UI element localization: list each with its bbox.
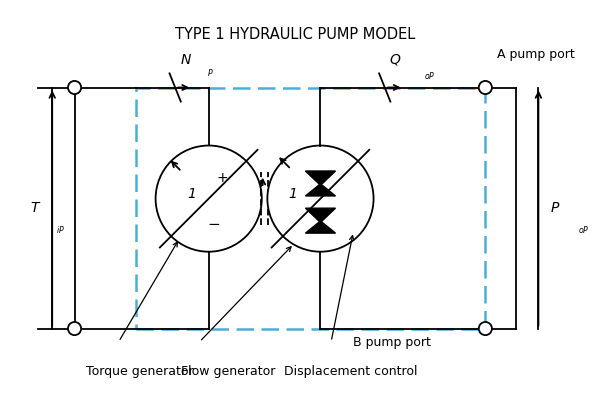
- Text: $_{P}$: $_{P}$: [207, 68, 214, 80]
- Circle shape: [267, 146, 374, 252]
- Text: B pump port: B pump port: [353, 336, 431, 349]
- Text: $N$: $N$: [180, 53, 192, 67]
- Circle shape: [68, 322, 81, 335]
- Text: $Q$: $Q$: [390, 52, 402, 67]
- Text: Displacement control: Displacement control: [284, 365, 418, 377]
- Text: $T$: $T$: [30, 201, 41, 215]
- Text: TYPE 1 HYDRAULIC PUMP MODEL: TYPE 1 HYDRAULIC PUMP MODEL: [175, 27, 415, 42]
- Text: +: +: [217, 171, 228, 185]
- Text: $_{oP}$: $_{oP}$: [578, 225, 590, 237]
- Polygon shape: [305, 184, 336, 196]
- Text: $_{iP}$: $_{iP}$: [56, 225, 65, 237]
- Text: A pump port: A pump port: [497, 48, 574, 61]
- Text: 1: 1: [187, 187, 196, 201]
- Text: $P$: $P$: [550, 201, 560, 215]
- Polygon shape: [305, 208, 336, 223]
- Circle shape: [479, 322, 492, 335]
- Polygon shape: [305, 171, 336, 185]
- Text: Flow generator: Flow generator: [181, 365, 275, 377]
- Circle shape: [68, 81, 81, 94]
- Text: Torque generator: Torque generator: [86, 365, 193, 377]
- Polygon shape: [305, 221, 336, 233]
- Text: $_{oP}$: $_{oP}$: [424, 71, 436, 83]
- Text: −: −: [207, 217, 220, 233]
- Circle shape: [156, 146, 262, 252]
- Circle shape: [479, 81, 492, 94]
- Text: 1: 1: [289, 187, 298, 201]
